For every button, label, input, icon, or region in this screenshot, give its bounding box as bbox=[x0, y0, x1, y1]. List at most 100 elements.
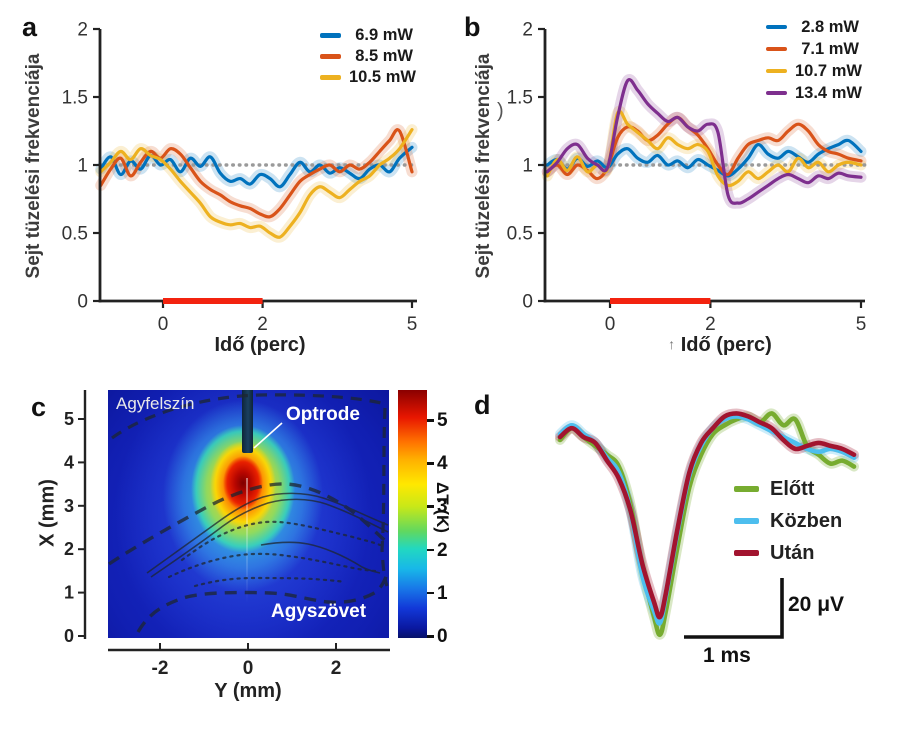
colorbar-tick bbox=[427, 505, 434, 508]
series-line bbox=[99, 128, 414, 219]
y-tick-label: 1 bbox=[64, 583, 74, 603]
series-line bbox=[557, 411, 857, 620]
panel-c-ylabel: X (mm) bbox=[36, 479, 59, 547]
legend-item: 13.4 mW bbox=[766, 82, 862, 104]
legend-swatch bbox=[766, 90, 787, 96]
x-tick-label: -2 bbox=[152, 658, 169, 679]
panel-c-xlabel: Y (mm) bbox=[214, 680, 282, 702]
xlabel-arrow: ↑ bbox=[668, 336, 676, 352]
y-tick-label: 3 bbox=[64, 496, 74, 516]
legend-label: 8.5 mW bbox=[355, 47, 413, 65]
xlabel-text: Idő (perc) bbox=[680, 334, 772, 356]
legend-label: Után bbox=[770, 541, 815, 564]
colorbar-tick-label: 2 bbox=[437, 539, 448, 561]
legend-a: 6.9 mW 8.5 mW 10.5 mW bbox=[320, 25, 416, 88]
contour-dotted bbox=[193, 576, 347, 588]
series-line bbox=[99, 128, 414, 239]
legend-d: Előtt Közben Után bbox=[734, 473, 842, 569]
x-tick-label: 0 bbox=[605, 314, 616, 335]
legend-label: 10.7 mW bbox=[795, 61, 862, 80]
y-tick-label: 0 bbox=[64, 626, 74, 646]
legend-label: Előtt bbox=[770, 477, 815, 500]
x-tick-label: 2 bbox=[705, 314, 716, 335]
y-tick-label: 5 bbox=[64, 409, 74, 429]
colorbar-tick-label: 0 bbox=[437, 626, 448, 647]
legend-label: 13.4 mW bbox=[795, 83, 862, 102]
panel-b-ylabel: Sejt tüzelési frekvenciája bbox=[473, 53, 494, 279]
y-tick-label: 1.5 bbox=[62, 88, 88, 109]
legend-swatch bbox=[734, 518, 759, 524]
panel-b-label: b bbox=[464, 12, 481, 42]
contour-overlay bbox=[108, 393, 390, 633]
colorbar-tick bbox=[427, 548, 434, 552]
y-tick-label: 0.5 bbox=[62, 224, 88, 245]
x-tick-label: 5 bbox=[407, 314, 418, 335]
colorbar-tick-label: 5 bbox=[437, 410, 448, 431]
temperature-heatmap: Agyfelszín Optrode Agyszövet bbox=[108, 390, 390, 638]
optrode-pointer-line bbox=[253, 422, 283, 449]
colorbar-tick-label: 1 bbox=[437, 582, 448, 604]
legend-item: 7.1 mW bbox=[766, 38, 859, 60]
panel-c-axes: 0 1 2 3 4 5 -2 0 2 bbox=[64, 390, 390, 679]
legend-swatch bbox=[734, 486, 759, 492]
colorbar-tick-label: 4 bbox=[437, 453, 448, 475]
legend-label: 2.8 mW bbox=[801, 17, 859, 36]
y-tick-label: 2 bbox=[77, 20, 88, 41]
y-tick-label: 0.5 bbox=[507, 224, 533, 245]
y-tick-label: 1 bbox=[77, 156, 88, 177]
axis-artifact: ) bbox=[497, 100, 504, 122]
legend-item: 6.9 mW bbox=[320, 25, 413, 46]
contour-solid bbox=[146, 492, 389, 574]
x-tick-label: 0 bbox=[243, 658, 254, 679]
label-agyfelszin: Agyfelszín bbox=[116, 394, 195, 413]
legend-label: 7.1 mW bbox=[801, 39, 859, 58]
y-tick-label: 0 bbox=[77, 292, 88, 313]
series-line bbox=[557, 411, 857, 637]
legend-swatch bbox=[766, 68, 787, 74]
legend-swatch bbox=[766, 46, 787, 52]
legend-item: 8.5 mW bbox=[320, 46, 413, 67]
heat-plume-streak bbox=[246, 478, 248, 603]
panel-a-chart: 0 0.5 1 1.5 2 0 2 5 bbox=[62, 20, 419, 335]
isotherm-contour-cortex bbox=[108, 482, 390, 566]
series-line bbox=[545, 115, 863, 181]
legend-label: 6.9 mW bbox=[355, 26, 413, 44]
panel-c-label: c bbox=[31, 392, 47, 422]
colorbar-tick bbox=[427, 591, 434, 595]
legend-item: Közben bbox=[734, 505, 842, 537]
panel-d-chart bbox=[555, 408, 859, 640]
legend-item: Előtt bbox=[734, 473, 842, 505]
legend-label: Közben bbox=[770, 509, 843, 532]
label-optrode: Optrode bbox=[286, 404, 360, 425]
legend-label: 10.5 mW bbox=[349, 68, 416, 86]
colorbar-tick bbox=[427, 419, 434, 422]
colorbar-tick bbox=[427, 462, 434, 465]
contour-solid bbox=[150, 498, 389, 578]
contour-dotted bbox=[180, 520, 382, 562]
y-tick-label: 0 bbox=[522, 292, 533, 313]
legend-item: Után bbox=[734, 537, 842, 569]
contour-dotted bbox=[167, 552, 378, 579]
legend-swatch bbox=[734, 550, 759, 556]
colorbar-tick-label: 3 bbox=[437, 496, 448, 518]
optrode-probe bbox=[242, 390, 253, 453]
legend-swatch bbox=[766, 24, 787, 30]
y-tick-label: 4 bbox=[64, 452, 74, 472]
scale-bars bbox=[684, 578, 784, 639]
legend-swatch bbox=[320, 54, 341, 59]
x-tick-label: 2 bbox=[331, 658, 342, 679]
legend-swatch bbox=[320, 33, 341, 38]
legend-item: 2.8 mW bbox=[766, 16, 859, 38]
legend-swatch bbox=[320, 75, 341, 80]
scalebar-h-label: 1 ms bbox=[703, 644, 751, 667]
panel-a-ylabel: Sejt tüzelési frekvenciája bbox=[23, 53, 44, 279]
series-line bbox=[545, 138, 863, 178]
panel-a-label: a bbox=[22, 12, 38, 42]
isotherm-contour-bottom bbox=[136, 570, 390, 633]
panel-d-label: d bbox=[474, 390, 491, 420]
y-tick-label: 1.5 bbox=[507, 88, 533, 109]
legend-item: 10.5 mW bbox=[320, 67, 416, 88]
panel-b-chart: 0 0.5 1 1.5 2 0 2 5 bbox=[507, 20, 867, 335]
colorbar bbox=[398, 390, 427, 638]
